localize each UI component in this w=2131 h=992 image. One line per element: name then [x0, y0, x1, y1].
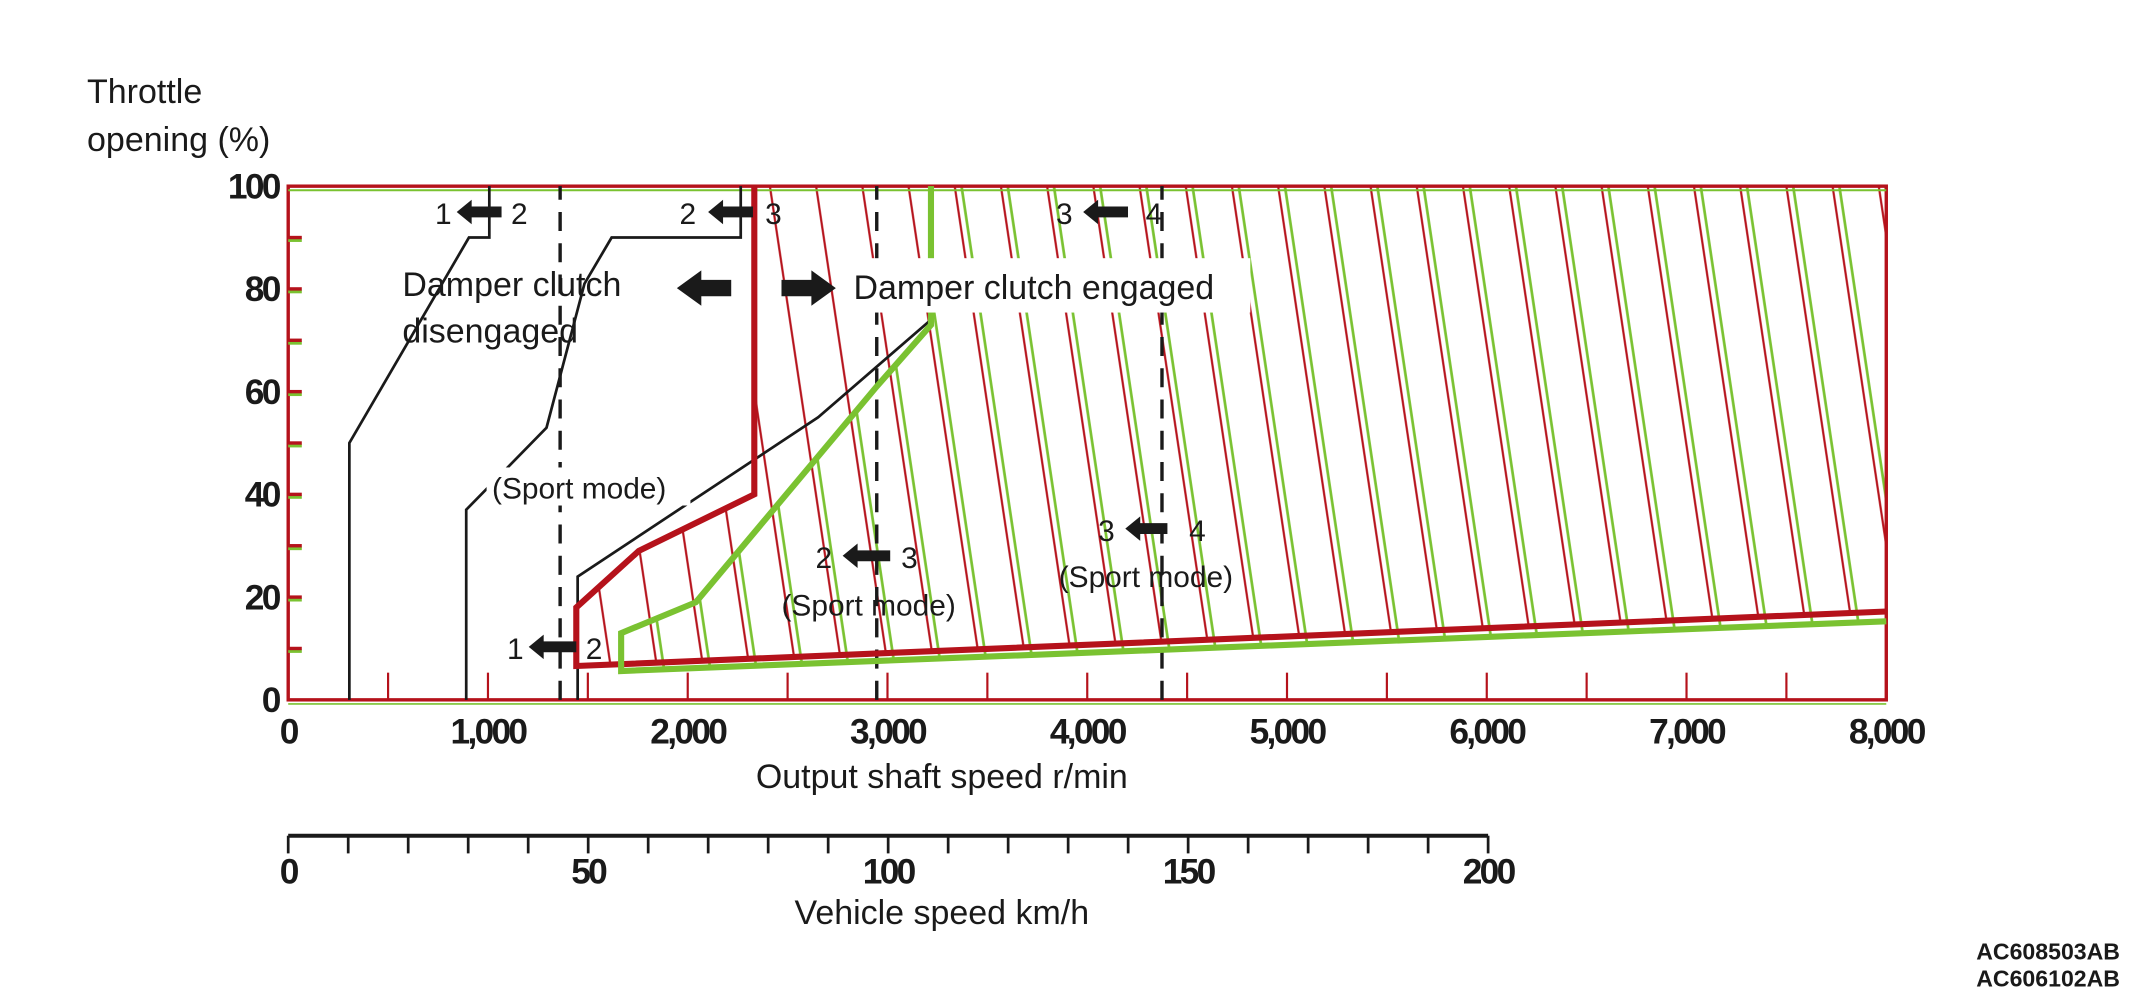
gear-from: 3: [1098, 515, 1115, 548]
left-arrow-icon: [842, 543, 891, 569]
shift-3-4-top-label: 3 4: [1056, 198, 1162, 231]
x-tick-label: 8,000: [1849, 712, 1926, 751]
vehicle-speed-tick-label: 100: [863, 852, 916, 891]
gear-to: 2: [511, 198, 528, 231]
gear-from: 2: [815, 542, 832, 575]
x-tick-label: 1,000: [451, 712, 528, 751]
gear-from: 1: [435, 198, 452, 231]
vehicle-speed-tick-label: 0: [280, 852, 299, 891]
vehicle-speed-tick-label: 200: [1463, 852, 1516, 891]
shift-2-3-line: [464, 186, 743, 700]
x-axis-title: Output shaft speed r/min: [756, 758, 1128, 796]
y-tick-label: 0: [262, 681, 281, 720]
engaged-label: Damper clutch engaged: [854, 269, 1215, 307]
left-arrow-icon: [1125, 516, 1168, 541]
double-arrow-icon: [676, 270, 836, 306]
vehicle-speed-title: Vehicle speed km/h: [795, 894, 1090, 932]
sport-mode-label-3-4: (Sport mode): [1059, 561, 1233, 594]
damper-clutch-boundary-red-line: [573, 186, 1887, 670]
vehicle-speed-axis: 0 50 100 150 200: [280, 833, 1518, 891]
shift-1-2-low-label: 1 2: [507, 633, 602, 666]
y-axis-title: Throttle opening (%): [87, 73, 271, 159]
left-arrow-icon: [1083, 199, 1129, 225]
tick-labels: 0 1,000 2,000 3,000 4,000 5,000 6,000 7,000 8,00…: [228, 167, 1929, 751]
left-arrow-icon: [456, 199, 502, 225]
y-tick-label: 20: [245, 578, 281, 617]
shift-1-2-line: [347, 186, 491, 700]
left-arrow-icon: [708, 199, 753, 225]
gear-to: 4: [1189, 515, 1206, 548]
x-tick-label: 4,000: [1050, 712, 1127, 751]
shift-1-2-top-label: 1 2: [435, 198, 528, 231]
x-tick-label: 7,000: [1649, 712, 1726, 751]
gear-to: 2: [586, 633, 603, 666]
x-tick-label: 6,000: [1449, 712, 1526, 751]
gear-from: 2: [680, 198, 697, 231]
sport-mode-label-1-2: (Sport mode): [492, 473, 666, 506]
gear-from: 1: [507, 633, 524, 666]
x-tick-label: 3,000: [850, 712, 927, 751]
gear-to: 3: [901, 542, 918, 575]
damper-clutch-boundary-green-line: [618, 186, 1887, 675]
sport-mode-label-2-3: (Sport mode): [781, 590, 955, 623]
figure-id: AC608503AB: [1976, 938, 2120, 964]
gear-from: 3: [1056, 198, 1073, 231]
y-tick-label: 100: [228, 167, 281, 206]
disengaged-label: Damper clutch disengaged: [402, 266, 621, 350]
y-tick-label: 60: [245, 373, 281, 412]
gear-to: 4: [1146, 198, 1163, 231]
engaged-label-box: [845, 258, 1251, 313]
vehicle-speed-tick-label: 150: [1163, 852, 1216, 891]
label-line: Damper clutch: [402, 266, 621, 304]
series-lines: [347, 186, 1887, 700]
x-tick-label: 0: [280, 712, 299, 751]
y-tick-label: 40: [245, 476, 281, 515]
left-arrow-icon: [528, 634, 577, 660]
x-tick-label: 5,000: [1250, 712, 1327, 751]
label-line: disengaged: [402, 312, 578, 350]
figure-id-secondary: AC606102AB: [1976, 966, 2120, 992]
y-tick-label: 80: [245, 270, 281, 309]
shift-2-3-top-label: 2 3: [680, 198, 782, 231]
x-tick-label: 2,000: [650, 712, 727, 751]
vehicle-speed-tick-label: 50: [571, 852, 607, 891]
sport-mode-bg: [486, 467, 691, 506]
axis-ticks: [288, 235, 1887, 705]
shift-3-4-sport-label: 3 4: [1098, 515, 1206, 548]
shift-2-3-sport-label: 2 3: [815, 542, 917, 575]
gear-to: 3: [765, 198, 782, 231]
